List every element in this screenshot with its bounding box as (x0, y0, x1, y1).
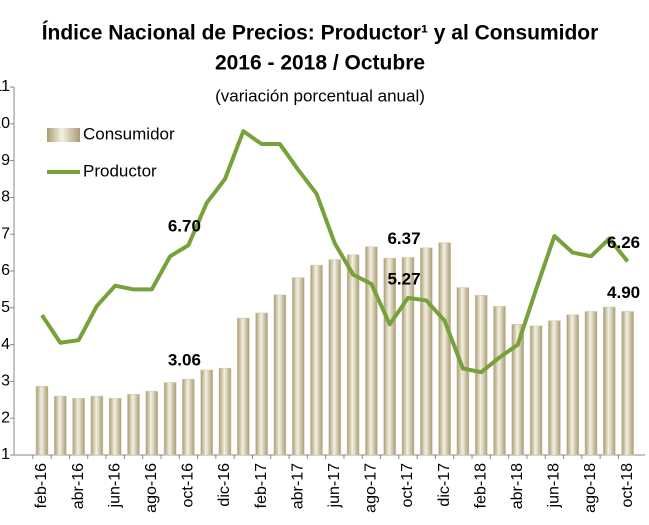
bar (218, 367, 232, 456)
x-tick-label: dic-16 (216, 463, 233, 507)
x-tick-label: feb-18 (472, 463, 489, 508)
bar (310, 264, 323, 456)
x-tick-label: abr-18 (509, 463, 526, 509)
x-tick-label: abr-16 (70, 463, 87, 509)
bar (255, 312, 268, 456)
bar (145, 391, 159, 456)
bar (346, 254, 360, 456)
y-tick-label: 10 (0, 115, 10, 132)
bar (438, 242, 451, 456)
bar (200, 369, 213, 456)
bar (237, 317, 250, 456)
data-label: 6.70 (168, 217, 201, 236)
bar (529, 325, 543, 456)
bar (365, 246, 378, 456)
x-tick-label: feb-16 (33, 463, 50, 508)
bar (401, 257, 415, 456)
y-tick-label: 11 (0, 78, 10, 95)
bar (72, 398, 85, 456)
x-tick-label: oct-17 (399, 463, 416, 508)
bar (511, 324, 525, 456)
y-tick-label: 7 (1, 225, 10, 242)
data-label: 6.37 (387, 229, 420, 248)
bar (621, 311, 634, 456)
bar (54, 395, 67, 456)
bar (603, 306, 616, 456)
bar (548, 320, 561, 456)
x-tick-label: abr-17 (289, 463, 306, 509)
data-label: 6.26 (607, 233, 640, 252)
x-tick-label: jun-17 (326, 463, 343, 509)
bar (584, 311, 598, 456)
bar (35, 385, 49, 456)
x-tick-label: oct-16 (180, 463, 197, 508)
bar (273, 294, 287, 456)
x-tick-label: jun-18 (546, 463, 563, 509)
y-tick-label: 4 (1, 336, 10, 353)
bar (493, 306, 506, 456)
bar (291, 277, 305, 456)
x-tick-label: ago-17 (363, 463, 380, 513)
bar (108, 398, 122, 456)
legend-swatch (47, 128, 80, 142)
bar (420, 247, 433, 456)
chart-title: 2016 - 2018 / Octubre (215, 52, 425, 75)
y-tick-label: 6 (1, 262, 10, 279)
x-tick-label: feb-17 (253, 463, 270, 508)
bar (328, 259, 342, 456)
bar (566, 314, 579, 456)
y-tick-label: 8 (1, 189, 10, 206)
line (40, 129, 630, 375)
x-tick-label: oct-18 (619, 463, 636, 508)
x-tick-label: ago-18 (582, 463, 599, 513)
y-tick-label: 3 (1, 373, 10, 390)
y-tick-label: 9 (1, 152, 10, 169)
x-tick-label: jun-16 (106, 463, 123, 509)
legend-label: Productor (83, 161, 157, 180)
y-tick-label: 2 (1, 409, 10, 426)
x-tick-label: dic-17 (436, 463, 453, 507)
data-label: 3.06 (168, 351, 201, 370)
chart-subtitle: (variación porcentual anual) (215, 86, 425, 105)
bar (163, 382, 177, 456)
legend-label: Consumidor (83, 124, 175, 143)
chart-title: Índice Nacional de Precios: Productor¹ y… (42, 22, 599, 45)
y-tick-label: 5 (1, 299, 10, 316)
y-tick-label: 1 (1, 446, 10, 463)
data-label: 4.90 (607, 283, 640, 302)
bar (90, 395, 104, 456)
bar (474, 295, 488, 456)
bar (182, 378, 195, 456)
bar (383, 257, 396, 456)
x-tick-label: ago-16 (143, 463, 160, 513)
data-label: 5.27 (387, 269, 420, 288)
bar (127, 394, 140, 456)
